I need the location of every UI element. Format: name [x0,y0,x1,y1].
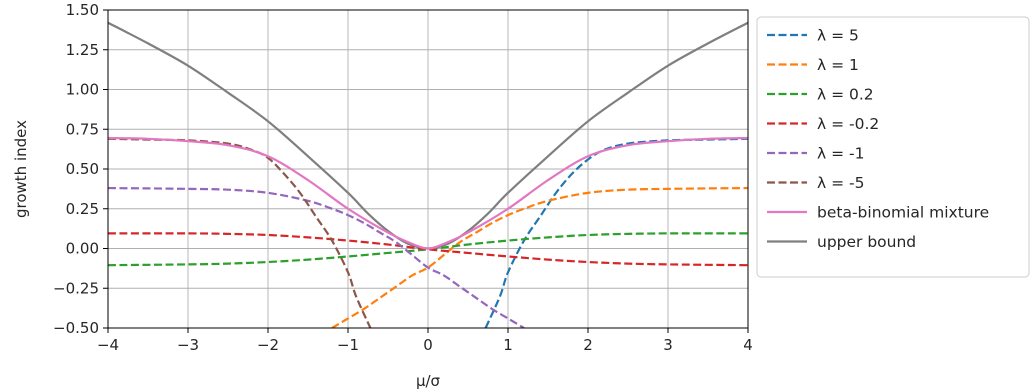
y-tick-label: −0.50 [53,319,99,337]
series-line-lambda-1 [331,186,748,328]
series-line-lambda-0p2 [108,232,748,267]
legend-label: upper bound [817,233,916,251]
x-tick-label: −4 [97,336,119,354]
legend-label: λ = 1 [817,56,859,74]
x-tick-label: 0 [423,336,433,354]
legend-label: λ = -1 [817,145,864,163]
y-tick-label: 0.25 [66,200,99,218]
x-axis-label: μ/σ [416,372,441,390]
legend: λ = 5 λ = 1 λ = 0.2 λ = -0.2 λ = -1 λ = -5 bet… [756,16,1030,278]
x-tick-label: 3 [663,336,673,354]
grid [107,9,749,329]
x-tick-label: 2 [583,336,593,354]
axis-ticks: −4 −3 −2 −1 0 1 2 3 4 −0.50 −0.25 0.00 0.25 0.50 0.75 1… [53,1,753,354]
series-line-lambda-1 [108,186,525,328]
y-tick-label: 0.00 [66,240,99,258]
x-tick-label: −3 [177,336,199,354]
legend-box [756,16,1030,278]
legend-label: λ = -0.2 [817,115,879,133]
y-axis-label: growth index [12,120,30,218]
x-tick-label: 4 [743,336,753,354]
y-tick-label: −0.25 [53,279,99,297]
series-line-lambda-0p2 [108,232,748,267]
y-tick-label: 0.50 [66,160,99,178]
x-tick-label: −1 [337,336,359,354]
y-tick-label: 1.00 [66,81,99,99]
series-line-beta-binomial-mixture [108,136,748,250]
legend-label: λ = 5 [817,27,859,45]
series-lines [108,21,748,328]
legend-label: λ = 0.2 [817,86,874,104]
y-tick-label: 1.25 [66,41,99,59]
legend-label: beta-binomial mixture [817,204,989,222]
x-tick-label: −2 [257,336,279,354]
y-tick-label: 1.50 [66,1,99,19]
y-tick-label: 0.75 [66,120,99,138]
x-tick-label: 1 [503,336,513,354]
legend-label: λ = -5 [817,174,864,192]
series-line-lambda-5 [108,137,372,328]
